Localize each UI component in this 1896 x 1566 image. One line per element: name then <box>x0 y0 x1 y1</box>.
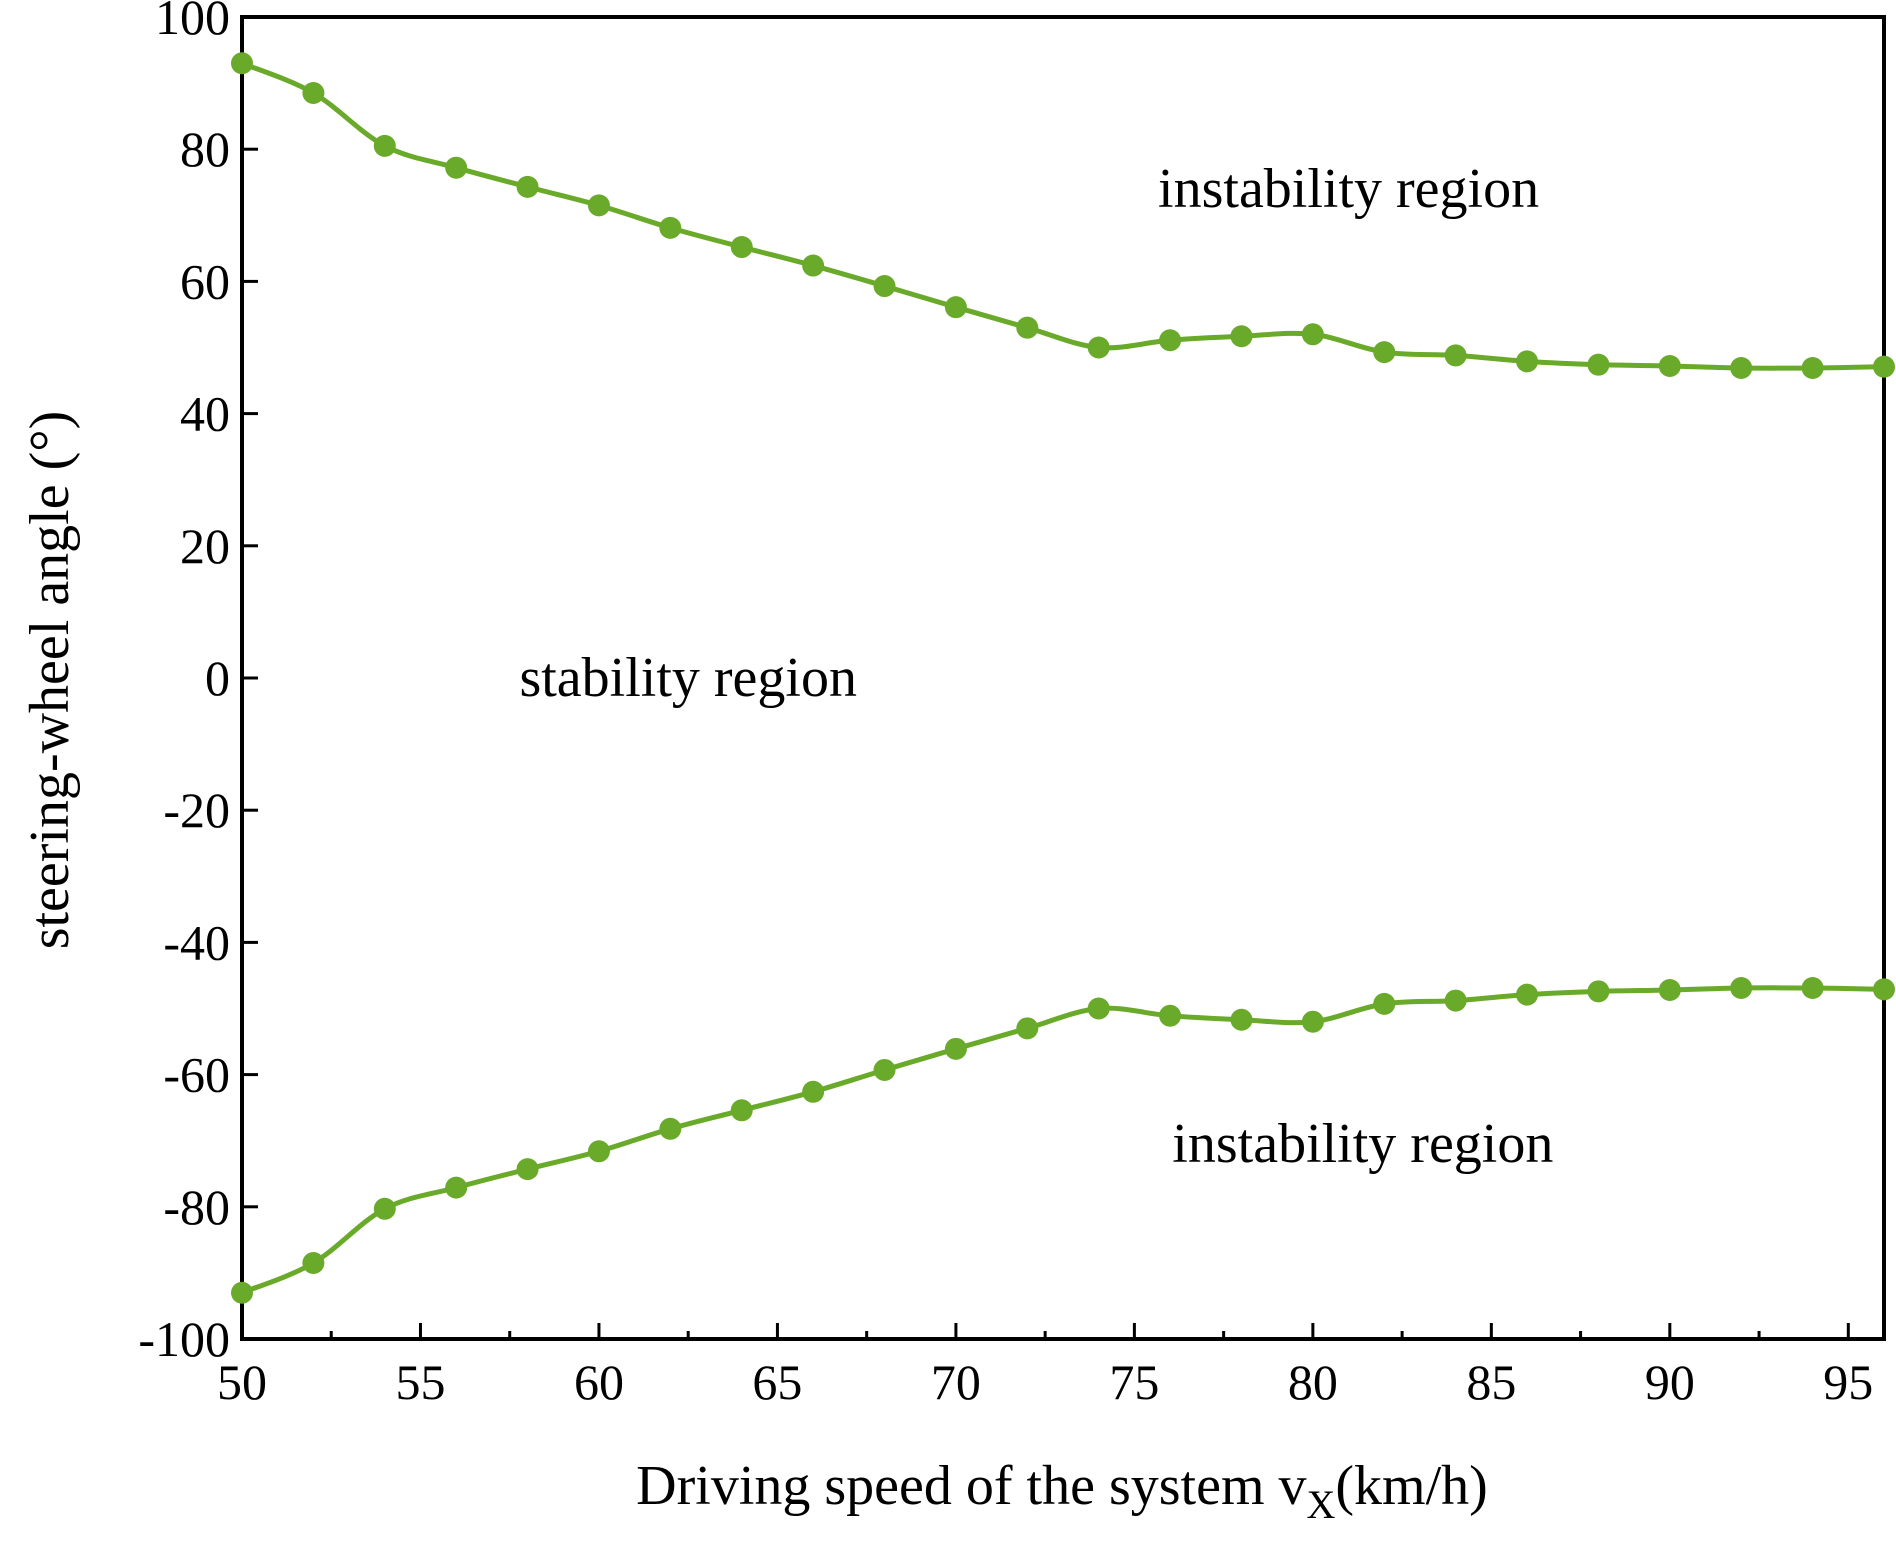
series-line-lower <box>241 985 1885 1296</box>
data-point <box>944 296 967 319</box>
data-point <box>373 1197 396 1220</box>
data-point <box>1801 977 1824 1000</box>
data-point <box>302 1251 325 1274</box>
data-point <box>1016 316 1039 339</box>
y-tick-label: -20 <box>163 782 230 838</box>
data-point <box>1159 1004 1182 1027</box>
y-tick-label: -60 <box>163 1047 230 1103</box>
y-tick-label: 60 <box>180 253 230 309</box>
plot-frame <box>240 15 1886 1341</box>
data-point <box>873 1058 896 1081</box>
data-point <box>373 134 396 157</box>
x-axis-title-subscript: X <box>1307 1482 1336 1527</box>
data-point <box>873 275 896 298</box>
data-point <box>231 1281 253 1304</box>
data-point <box>516 175 539 198</box>
data-point <box>944 1037 967 1060</box>
y-tick-label: 100 <box>155 0 230 45</box>
data-point <box>445 1176 468 1199</box>
x-axis-title-main: Driving speed of the system v <box>636 1455 1306 1517</box>
data-point <box>1373 341 1396 364</box>
x-axis-title: Driving speed of the system vX(km/h) <box>636 1455 1488 1527</box>
x-tick-label: 55 <box>395 1354 445 1410</box>
x-tick-label: 65 <box>752 1354 802 1410</box>
x-tick-label: 60 <box>574 1354 624 1410</box>
x-tick-label: 80 <box>1288 1354 1338 1410</box>
data-point <box>231 52 253 75</box>
data-point <box>1444 989 1467 1012</box>
data-point <box>659 216 682 239</box>
y-tick-label: 20 <box>180 518 230 574</box>
data-point <box>1230 1008 1253 1031</box>
data-point <box>1516 350 1539 373</box>
region-annotation: instability region <box>1158 158 1539 220</box>
x-tick-label: 75 <box>1109 1354 1159 1410</box>
y-tick-label: 40 <box>180 386 230 442</box>
y-tick-label: -100 <box>138 1311 230 1367</box>
data-point <box>1087 997 1110 1020</box>
region-annotation: stability region <box>519 647 857 709</box>
data-point <box>587 194 610 217</box>
y-tick-label: 80 <box>180 121 230 177</box>
data-point <box>1373 992 1396 1015</box>
y-axis-title: steering-wheel angle (°) <box>19 411 81 950</box>
x-tick-label: 70 <box>931 1354 981 1410</box>
y-tick-label: -80 <box>163 1179 230 1235</box>
y-tick-label: -40 <box>163 914 230 970</box>
annotations: instability region stability region instab… <box>519 158 1553 1175</box>
data-point <box>1730 356 1753 379</box>
data-point <box>1873 355 1895 378</box>
data-point <box>1587 353 1610 376</box>
data-point <box>1016 1017 1039 1040</box>
series-line-upper <box>241 60 1885 371</box>
data-point <box>1658 978 1681 1001</box>
data-point <box>1730 977 1753 1000</box>
x-tick-label: 90 <box>1645 1354 1695 1410</box>
x-tick-label: 50 <box>217 1354 267 1410</box>
data-point <box>802 1080 825 1103</box>
series-layer <box>231 52 1895 1304</box>
x-tick-label: 95 <box>1823 1354 1873 1410</box>
x-tick-label: 85 <box>1466 1354 1516 1410</box>
data-point <box>1301 1010 1324 1033</box>
data-point <box>587 1140 610 1163</box>
data-point <box>1873 978 1895 1001</box>
x-axis-title-suffix: (km/h) <box>1335 1455 1487 1517</box>
data-point <box>659 1117 682 1140</box>
data-point <box>302 82 325 105</box>
x-axis-ticks: 50 55 60 65 70 75 80 85 90 95 <box>217 1323 1873 1410</box>
data-point <box>445 156 468 179</box>
data-point <box>516 1158 539 1181</box>
data-point <box>1087 336 1110 359</box>
y-tick-label: 0 <box>205 650 230 706</box>
data-point <box>1301 323 1324 346</box>
data-point <box>1658 355 1681 378</box>
data-point <box>1587 980 1610 1003</box>
data-point <box>802 254 825 277</box>
region-annotation: instability region <box>1172 1113 1553 1175</box>
y-axis-ticks: 100 80 60 40 20 0 -20 -40 -60 -80 -100 <box>138 0 258 1367</box>
data-point <box>730 1099 753 1122</box>
data-point <box>1444 344 1467 367</box>
data-point <box>1801 356 1824 379</box>
data-point <box>1159 329 1182 352</box>
data-point <box>1230 325 1253 348</box>
data-point <box>1516 983 1539 1006</box>
data-point <box>730 236 753 259</box>
